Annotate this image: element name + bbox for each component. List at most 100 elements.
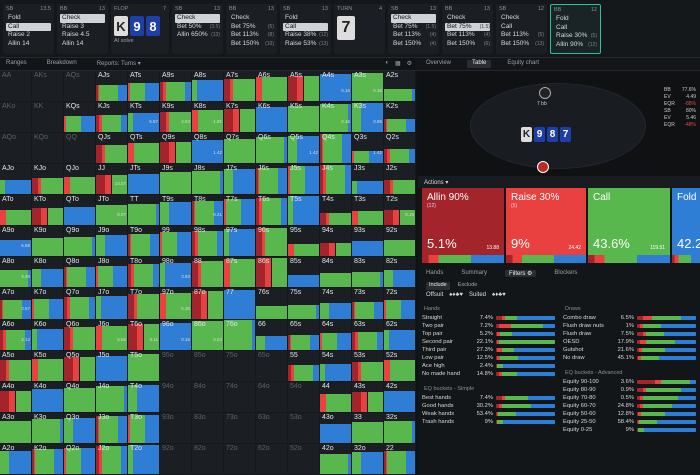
hand-cell[interactable]: Q7s bbox=[224, 133, 256, 165]
toggle-exclude[interactable]: Exclude bbox=[457, 282, 478, 288]
hand-cell[interactable]: K3s 0.96 bbox=[352, 102, 384, 134]
hand-cell[interactable]: K4o bbox=[32, 381, 64, 413]
hand-cell[interactable]: J9s bbox=[160, 164, 192, 196]
hand-cell[interactable]: JJ 10.07 bbox=[96, 164, 128, 196]
hand-cell[interactable]: AQo bbox=[0, 133, 32, 165]
hand-cell[interactable]: J7o bbox=[96, 288, 128, 320]
table-row[interactable]: Third pair 27.3% bbox=[422, 346, 555, 354]
hand-cell[interactable]: 53s bbox=[352, 350, 384, 382]
hand-cell[interactable]: 97o 5.36 bbox=[160, 288, 192, 320]
hand-cell[interactable]: J8s bbox=[192, 164, 224, 196]
hand-cell[interactable]: A8o 4.48 bbox=[0, 257, 32, 289]
hand-cell[interactable]: J4o bbox=[96, 381, 128, 413]
table-row[interactable]: Low pair 12.5% bbox=[422, 354, 555, 362]
hand-cell[interactable]: 92o bbox=[160, 443, 192, 475]
hand-cell[interactable]: A8s bbox=[192, 71, 224, 103]
hand-cell[interactable]: 54o bbox=[288, 381, 320, 413]
action-option[interactable]: Raise 2 bbox=[6, 31, 51, 40]
hand-cell[interactable]: Q4s bbox=[320, 133, 352, 165]
hand-cell[interactable]: A9o 5.68 bbox=[0, 226, 32, 258]
hand-cell[interactable]: 43s bbox=[352, 381, 384, 413]
tab-breakdown[interactable]: Breakdown bbox=[46, 60, 77, 66]
street-column[interactable]: TURN 4 7 bbox=[334, 4, 385, 54]
hand-cell[interactable]: 64o bbox=[256, 381, 288, 413]
hand-cell[interactable]: A5s bbox=[288, 71, 320, 103]
table-row[interactable]: Equity 90-100 3.6% bbox=[563, 378, 696, 386]
hand-cell[interactable]: Q6s bbox=[256, 133, 288, 165]
hand-cell[interactable]: Q6o bbox=[64, 319, 96, 351]
tab-table[interactable]: Table bbox=[467, 60, 492, 68]
table-row[interactable]: Top pair 5.2% bbox=[422, 330, 555, 338]
action-option[interactable]: Allin 650% (13) bbox=[175, 31, 220, 40]
hand-cell[interactable]: T3s bbox=[352, 195, 384, 227]
hand-cell[interactable]: KK bbox=[32, 102, 64, 134]
street-column[interactable]: SB 12 Check Call Bet 113% (5) Bet 150% (13) bbox=[496, 4, 547, 54]
hand-cell[interactable]: AKo bbox=[0, 102, 32, 134]
hand-cell[interactable]: 72o bbox=[224, 443, 256, 475]
hand-cell[interactable]: 33 bbox=[352, 412, 384, 444]
hand-cell[interactable]: Q9o bbox=[64, 226, 96, 258]
hand-cell[interactable]: K4s 0.15 bbox=[320, 102, 352, 134]
hand-cell[interactable]: 82s bbox=[384, 257, 416, 289]
hand-cell[interactable]: Q7o bbox=[64, 288, 96, 320]
hand-cell[interactable]: 84s bbox=[320, 257, 352, 289]
hand-cell[interactable]: 72s bbox=[384, 288, 416, 320]
hand-cell[interactable]: A7o 3.57 bbox=[0, 288, 32, 320]
hand-cell[interactable]: 98s bbox=[192, 226, 224, 258]
hand-cell[interactable]: KTs 5.67 bbox=[128, 102, 160, 134]
table-row[interactable]: Straight 7.4% bbox=[422, 314, 555, 322]
action-option[interactable]: Call bbox=[554, 24, 597, 33]
hand-cell[interactable]: JTs bbox=[128, 164, 160, 196]
table-row[interactable]: Equity 80-90 0.9% bbox=[563, 386, 696, 394]
hand-cell[interactable]: 83o bbox=[192, 412, 224, 444]
action-option[interactable]: Check bbox=[391, 14, 436, 23]
hand-cell[interactable]: 88 bbox=[192, 257, 224, 289]
hand-cell[interactable]: K8o bbox=[32, 257, 64, 289]
action-option[interactable]: Bet 113% (4) bbox=[391, 31, 436, 40]
hand-cell[interactable]: T2s 0.15 bbox=[384, 195, 416, 227]
hand-cell[interactable]: 85s bbox=[288, 257, 320, 289]
hand-cell[interactable]: 85o bbox=[192, 350, 224, 382]
hand-cell[interactable]: 63s bbox=[352, 319, 384, 351]
action-option[interactable]: Check bbox=[60, 14, 105, 23]
table-row[interactable]: Second pair 22.1% bbox=[422, 338, 555, 346]
suit-icons[interactable]: ♠♦♣♥ bbox=[449, 292, 463, 298]
hand-cell[interactable]: ATs bbox=[128, 71, 160, 103]
action-option[interactable]: Bet 150% (6) bbox=[445, 40, 490, 49]
hand-cell[interactable]: K6o bbox=[32, 319, 64, 351]
hand-cell[interactable]: 97s bbox=[224, 226, 256, 258]
hand-cell[interactable]: 87s bbox=[224, 257, 256, 289]
suit-icons[interactable]: ♠♦♣♥ bbox=[492, 292, 506, 298]
hand-cell[interactable]: 95s bbox=[288, 226, 320, 258]
action-option[interactable]: Raise 53% (13) bbox=[283, 40, 328, 49]
table-row[interactable]: Good hands 30.2% bbox=[422, 402, 555, 410]
street-column[interactable]: BB 12 Fold Call Raise 30% (5) Allin 90% (12) bbox=[550, 4, 601, 54]
hand-cell[interactable]: 62s bbox=[384, 319, 416, 351]
hand-cell[interactable]: Q4o bbox=[64, 381, 96, 413]
hand-cell[interactable]: 43o bbox=[320, 412, 352, 444]
hand-cell[interactable]: T6o 0.11 bbox=[128, 319, 160, 351]
hand-cell[interactable]: T8s 9.21 bbox=[192, 195, 224, 227]
action-option[interactable]: Check bbox=[229, 14, 274, 23]
hand-cell[interactable]: 65o bbox=[256, 350, 288, 382]
hand-cell[interactable]: T5o bbox=[128, 350, 160, 382]
hand-cell[interactable]: T5s bbox=[288, 195, 320, 227]
table-row[interactable]: Equity 0-25 9% bbox=[563, 426, 696, 434]
table-row[interactable]: Flush draw nuts 1% bbox=[563, 322, 696, 330]
hand-cell[interactable]: 87o bbox=[192, 288, 224, 320]
action-option[interactable]: Bet 150% (4) bbox=[391, 40, 436, 49]
table-row[interactable]: Gutshot 21.6% bbox=[563, 346, 696, 354]
hand-cell[interactable]: J3s bbox=[352, 164, 384, 196]
hand-cell[interactable]: 65s bbox=[288, 319, 320, 351]
hand-cell[interactable]: K3o bbox=[32, 412, 64, 444]
toggle-include[interactable]: Include bbox=[426, 282, 450, 290]
action-option[interactable]: Check bbox=[499, 14, 544, 23]
action-option[interactable]: Raise 3 bbox=[60, 23, 105, 32]
hand-cell[interactable]: 73s bbox=[352, 288, 384, 320]
hand-cell[interactable]: AQs bbox=[64, 71, 96, 103]
settings-icon[interactable]: ⚙ bbox=[406, 61, 412, 67]
hand-cell[interactable]: A6s bbox=[256, 71, 288, 103]
hand-cell[interactable]: AA bbox=[0, 71, 32, 103]
street-column[interactable]: BB 13 Check Bet 75% (1.5) Bet 113% (4) Bet 150%… bbox=[442, 4, 493, 54]
table-row[interactable]: Equity 25-50 58.4% bbox=[563, 418, 696, 426]
